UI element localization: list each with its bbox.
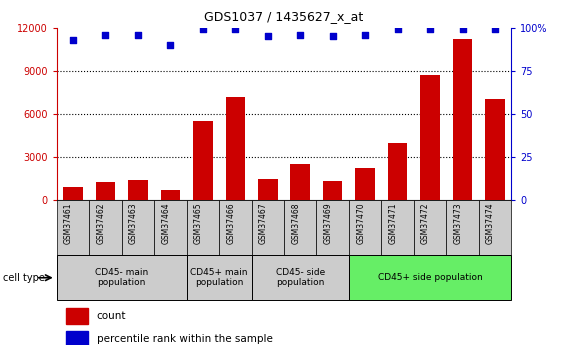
Text: CD45+ side population: CD45+ side population [378,273,482,282]
Bar [284,200,316,255]
Bar [258,179,278,200]
Point [361,32,370,37]
Point [328,33,337,39]
Bar [388,142,407,200]
Text: GSM37469: GSM37469 [324,203,333,245]
Bar [316,200,349,255]
Text: GSM37468: GSM37468 [291,203,300,244]
Bar [381,200,414,255]
Text: CD45+ main
population: CD45+ main population [190,268,248,287]
Bar [225,97,245,200]
Bar [96,182,115,200]
Point [425,27,435,32]
Text: GSM37474: GSM37474 [486,203,495,245]
Bar [128,180,148,200]
Text: GSM37473: GSM37473 [453,203,462,245]
Bar [57,255,187,300]
Bar [193,121,212,200]
Text: GSM37467: GSM37467 [259,203,268,245]
Bar [219,200,252,255]
Text: cell type: cell type [3,273,45,283]
Bar [57,200,89,255]
Bar [63,187,83,200]
Bar [187,255,252,300]
Point [393,27,402,32]
Bar [89,200,122,255]
Text: GSM37462: GSM37462 [97,203,106,244]
Bar [252,255,349,300]
Point [490,27,499,32]
Text: GSM37465: GSM37465 [194,203,203,245]
Bar [349,255,511,300]
Bar [356,168,375,200]
Text: count: count [97,311,126,321]
Text: GSM37471: GSM37471 [389,203,398,244]
Point [296,32,305,37]
Point [198,27,207,32]
Text: percentile rank within the sample: percentile rank within the sample [97,334,273,344]
Bar [453,39,472,200]
Text: GSM37472: GSM37472 [421,203,430,244]
Text: GSM37463: GSM37463 [129,203,138,245]
Bar [66,308,87,324]
Bar [187,200,219,255]
Text: GDS1037 / 1435627_x_at: GDS1037 / 1435627_x_at [204,10,364,23]
Text: CD45- side
population: CD45- side population [275,268,325,287]
Bar [420,75,440,200]
Bar [479,200,511,255]
Point [458,27,467,32]
Point [101,32,110,37]
Text: GSM37464: GSM37464 [161,203,170,245]
Point [231,27,240,32]
Point [133,32,143,37]
Bar [66,331,87,345]
Bar [122,200,154,255]
Bar [161,190,180,200]
Bar [485,99,505,200]
Bar [414,200,446,255]
Text: GSM37470: GSM37470 [356,203,365,245]
Text: GSM37461: GSM37461 [64,203,73,244]
Point [69,37,78,42]
Point [263,33,272,39]
Bar [290,164,310,200]
Bar [349,200,381,255]
Bar [323,181,343,200]
Text: GSM37466: GSM37466 [226,203,235,245]
Bar [154,200,187,255]
Bar [446,200,479,255]
Bar [252,200,284,255]
Text: CD45- main
population: CD45- main population [95,268,148,287]
Point [166,42,175,48]
